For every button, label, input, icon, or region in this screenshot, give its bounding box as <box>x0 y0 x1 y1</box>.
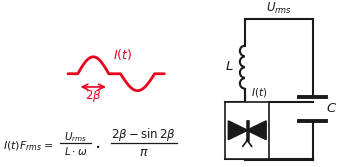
Bar <box>225 102 269 158</box>
Text: $I(t)F_{rms}=$: $I(t)F_{rms}=$ <box>3 139 53 153</box>
Text: $\mathit{I}(t)$: $\mathit{I}(t)$ <box>113 47 132 62</box>
Text: $U_{rms}$: $U_{rms}$ <box>64 130 88 144</box>
Text: $.$: $.$ <box>94 133 100 152</box>
Text: $2\beta - \sin 2\beta$: $2\beta - \sin 2\beta$ <box>112 126 176 143</box>
Text: $L$: $L$ <box>225 60 234 73</box>
Text: $L \cdot \omega$: $L \cdot \omega$ <box>64 145 88 157</box>
Text: $2\beta$: $2\beta$ <box>85 88 101 104</box>
Text: $\pi$: $\pi$ <box>139 146 149 159</box>
Text: $U_{rms}$: $U_{rms}$ <box>266 1 292 16</box>
Polygon shape <box>247 121 266 140</box>
Text: $C$: $C$ <box>327 102 338 115</box>
Polygon shape <box>228 121 248 140</box>
Text: $\mathit{I}(t)$: $\mathit{I}(t)$ <box>251 86 267 99</box>
